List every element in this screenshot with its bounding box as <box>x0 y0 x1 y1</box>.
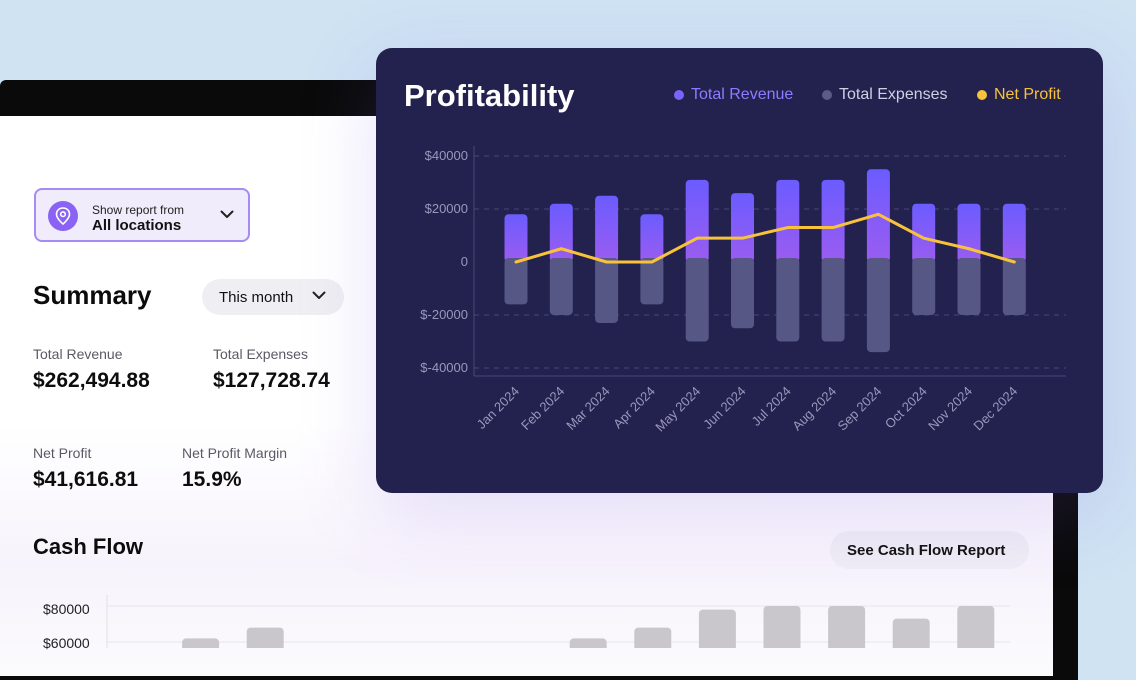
cash-flow-chart <box>106 595 1010 648</box>
x-tick-label: Dec 2024 <box>970 383 1020 433</box>
cash-flow-bar <box>763 606 801 648</box>
total-revenue-label: Total Revenue <box>33 346 123 362</box>
cash-flow-bar <box>892 618 930 648</box>
net-profit-value: $41,616.81 <box>33 468 139 491</box>
net-profit-line <box>514 212 1016 264</box>
cash-flow-bar <box>634 627 672 648</box>
expense-bar <box>821 258 845 342</box>
x-tick-label: Nov 2024 <box>925 383 975 433</box>
x-tick-label: Jul 2024 <box>749 383 794 428</box>
location-select[interactable]: Show report from All locations <box>34 188 250 242</box>
x-tick-label: Aug 2024 <box>789 383 839 433</box>
net-profit-label: Net Profit <box>33 445 92 461</box>
see-cash-flow-report-label: See Cash Flow Report <box>847 542 1006 559</box>
cash-flow-bar <box>182 638 220 648</box>
x-tick-label: Feb 2024 <box>518 383 567 432</box>
y-tick-label: 0 <box>461 254 468 269</box>
expense-bar <box>957 258 981 315</box>
revenue-bar <box>640 214 664 262</box>
x-tick-label: Mar 2024 <box>563 383 612 432</box>
period-dropdown-label: This month <box>219 289 294 306</box>
expense-bar <box>595 258 619 323</box>
profitability-title: Profitability <box>404 78 575 113</box>
legend-label: Total Expenses <box>839 86 948 103</box>
x-tick-label: Jan 2024 <box>474 383 522 431</box>
expense-bar <box>866 258 890 353</box>
net-profit-margin-label: Net Profit Margin <box>182 445 288 461</box>
location-pin-icon <box>48 201 78 231</box>
cash-flow-bar <box>828 606 866 648</box>
x-tick-label: Sep 2024 <box>835 383 885 433</box>
x-tick-label: May 2024 <box>652 383 703 434</box>
y-tick-label: $-40000 <box>420 360 468 375</box>
cash-flow-bar <box>957 606 995 648</box>
legend-label: Net Profit <box>994 86 1061 103</box>
revenue-bar <box>776 179 800 262</box>
expense-bar <box>549 258 573 315</box>
revenue-bar <box>595 195 619 262</box>
expense-bar <box>640 258 664 305</box>
expense-bar <box>731 258 754 329</box>
y-tick-label: $-20000 <box>420 307 468 322</box>
cash-flow-bar <box>698 609 736 648</box>
revenue-bar <box>821 179 845 262</box>
x-tick-label: Oct 2024 <box>882 383 930 431</box>
chevron-down-icon <box>220 210 234 218</box>
expense-bar <box>776 258 800 342</box>
y-tick-label: $40000 <box>425 148 468 163</box>
expense-bar <box>1002 258 1026 315</box>
see-cash-flow-report-button[interactable]: See Cash Flow Report <box>830 531 1029 569</box>
net-profit-margin-value: 15.9% <box>182 468 242 491</box>
cash-flow-bar <box>569 638 607 648</box>
expense-bar <box>504 258 528 305</box>
legend-dot <box>977 90 987 100</box>
total-expenses-label: Total Expenses <box>213 346 308 362</box>
revenue-bar <box>549 203 573 262</box>
cash-flow-y-tick: $60000 <box>43 635 90 651</box>
cash-flow-y-tick: $80000 <box>43 601 90 617</box>
revenue-bar <box>1002 203 1026 262</box>
y-tick-label: $20000 <box>425 201 468 216</box>
cash-flow-bar <box>246 627 284 648</box>
cash-flow-title: Cash Flow <box>33 534 144 559</box>
expense-bar <box>912 258 936 315</box>
revenue-bar <box>957 203 981 262</box>
revenue-bar <box>731 193 754 262</box>
revenue-bar <box>685 179 709 262</box>
period-dropdown[interactable]: This month <box>202 279 344 315</box>
legend-dot <box>674 90 684 100</box>
legend-dot <box>822 90 832 100</box>
legend-label: Total Revenue <box>691 86 794 103</box>
total-revenue-value: $262,494.88 <box>33 369 150 392</box>
x-tick-label: Apr 2024 <box>610 383 658 431</box>
chevron-down-icon <box>312 291 326 299</box>
profitability-card: $40000 $20000 0 $-20000 $-40000 Jan 2024 Feb 2… <box>376 48 1103 493</box>
revenue-bar <box>504 214 528 262</box>
summary-title: Summary <box>33 280 152 310</box>
location-select-prefix: Show report from <box>92 203 185 217</box>
revenue-bar <box>912 203 936 262</box>
x-tick-label: Jun 2024 <box>700 383 748 431</box>
total-expenses-value: $127,728.74 <box>213 369 330 392</box>
location-select-value: All locations <box>92 217 182 234</box>
expense-bar <box>685 258 709 342</box>
